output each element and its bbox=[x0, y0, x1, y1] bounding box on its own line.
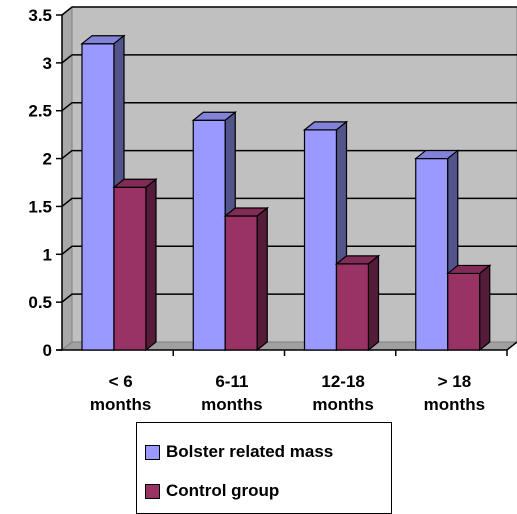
gridline bbox=[61, 101, 517, 112]
gridline bbox=[61, 245, 517, 255]
y-tick-label: 2 bbox=[43, 150, 52, 169]
x-category-label: < 6 bbox=[109, 372, 133, 391]
x-category-label: months bbox=[201, 395, 262, 414]
x-category-label: months bbox=[424, 395, 485, 414]
y-tick-label: 0 bbox=[43, 341, 52, 360]
x-category-labels: < 6 months 6-11 months 12-18 months > 18 months bbox=[90, 372, 485, 414]
gridline bbox=[61, 149, 517, 160]
x-axis-depth bbox=[506, 341, 517, 351]
legend-item-bolster: Bolster related mass bbox=[145, 441, 333, 463]
bar-control bbox=[334, 254, 381, 352]
bar-chart: 0 0.5 1 1.5 2 2.5 3 3.5 < 6 months 6-11 months 12-1… bbox=[28, 5, 517, 414]
legend-item-control: Control group bbox=[145, 480, 279, 502]
legend-swatch-control bbox=[145, 483, 160, 499]
gridline bbox=[61, 54, 517, 64]
legend-label-control: Control group bbox=[166, 481, 280, 500]
y-tick-label: 1.5 bbox=[28, 197, 52, 216]
x-category-label: 6-11 bbox=[215, 372, 248, 391]
bar-control bbox=[223, 206, 269, 352]
gridline bbox=[61, 197, 517, 208]
y-tick-label: 2.5 bbox=[28, 102, 52, 121]
x-category-label: months bbox=[90, 395, 151, 414]
y-tick-labels: 0 0.5 1 1.5 2 2.5 3 3.5 bbox=[28, 6, 52, 360]
bar-control bbox=[112, 178, 158, 352]
y-tick-label: 0.5 bbox=[28, 293, 52, 312]
plot-walls bbox=[60, 5, 517, 352]
gridlines bbox=[61, 6, 517, 303]
y-tick-label: 1 bbox=[43, 245, 52, 264]
x-category-label: months bbox=[312, 395, 373, 414]
bars bbox=[80, 34, 492, 352]
legend-swatch-bolster bbox=[145, 444, 160, 460]
x-category-label: > 18 bbox=[438, 372, 472, 391]
y-tick-label: 3 bbox=[43, 54, 52, 73]
legend: Bolster related mass Control group bbox=[136, 422, 392, 514]
bar-control bbox=[446, 264, 492, 352]
gridline bbox=[61, 6, 517, 16]
bar-bolster bbox=[302, 120, 349, 352]
legend-label-bolster: Bolster related mass bbox=[166, 442, 334, 461]
x-category-label: 12-18 bbox=[321, 372, 364, 391]
y-tick-label: 3.5 bbox=[28, 6, 52, 25]
